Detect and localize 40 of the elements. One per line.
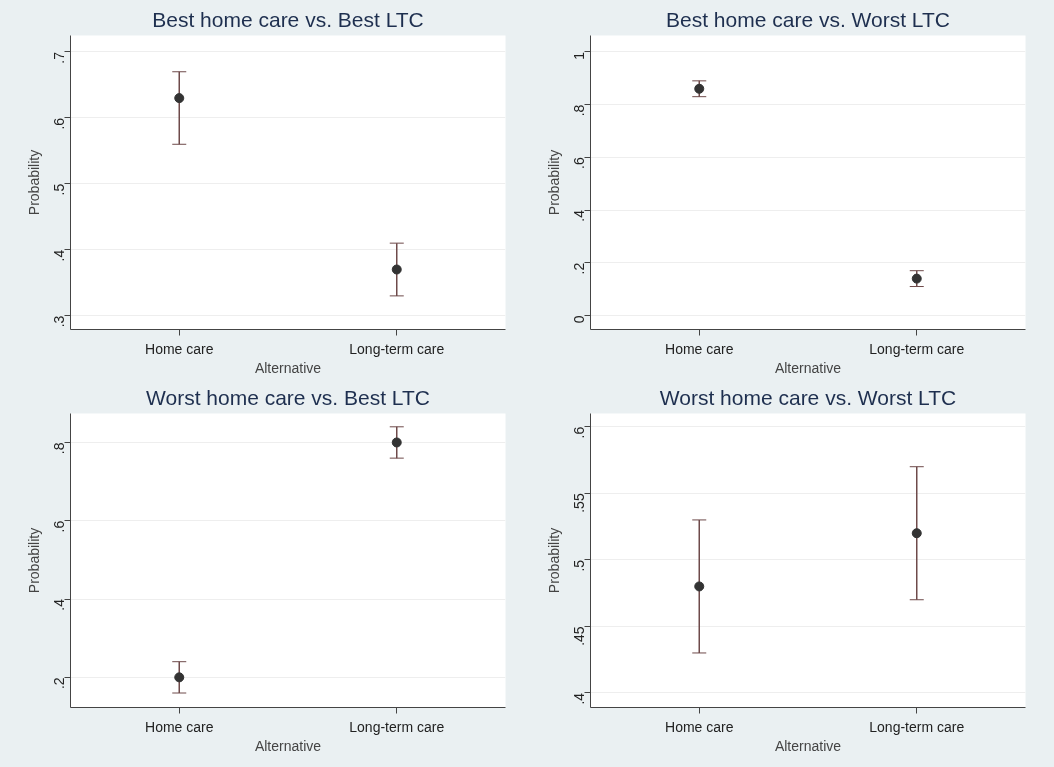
y-tick-label: .8 bbox=[51, 442, 68, 455]
x-axis-title: Alternative bbox=[254, 359, 322, 376]
x-tick-label: Long-term care bbox=[349, 340, 445, 357]
y-tick-label: .45 bbox=[571, 626, 588, 646]
y-tick-label: .2 bbox=[571, 262, 588, 275]
y-tick-label: .7 bbox=[51, 51, 68, 64]
x-tick-label: Home care bbox=[665, 718, 734, 735]
y-tick-label: .3 bbox=[51, 315, 68, 328]
x-tick-label: Home care bbox=[145, 718, 214, 735]
y-tick-label: .6 bbox=[51, 520, 68, 533]
y-tick-label: .55 bbox=[571, 493, 588, 513]
y-tick-label: .6 bbox=[571, 426, 588, 439]
y-tick-label: .5 bbox=[571, 559, 588, 572]
y-tick-label: .4 bbox=[571, 209, 588, 222]
x-axis-title: Alternative bbox=[774, 359, 842, 376]
y-tick-label: .5 bbox=[51, 183, 68, 196]
y-tick-label: .2 bbox=[51, 677, 68, 690]
x-tick-label: Long-term care bbox=[869, 340, 965, 357]
y-axis-title: Probability bbox=[25, 527, 42, 594]
y-tick-label: .4 bbox=[571, 692, 588, 705]
x-axis-title: Alternative bbox=[774, 737, 842, 754]
y-axis-title: Probability bbox=[545, 527, 562, 594]
x-tick-label: Long-term care bbox=[349, 718, 445, 735]
y-tick-label: .6 bbox=[51, 117, 68, 130]
chart-title: Worst home care vs. Best LTC bbox=[146, 385, 430, 409]
chart-title: Best home care vs. Worst LTC bbox=[666, 7, 950, 31]
y-tick-label: .6 bbox=[571, 157, 588, 169]
y-tick-label: 1 bbox=[571, 51, 588, 60]
y-axis-title: Probability bbox=[545, 149, 562, 216]
x-axis-title: Alternative bbox=[254, 737, 322, 754]
x-tick-label: Long-term care bbox=[869, 718, 965, 735]
y-tick-label: .4 bbox=[51, 598, 68, 611]
chart-title: Best home care vs. Best LTC bbox=[152, 7, 424, 31]
x-tick-label: Home care bbox=[665, 340, 734, 357]
y-tick-label: 0 bbox=[571, 315, 588, 324]
y-tick-label: .4 bbox=[51, 249, 68, 262]
y-tick-label: .8 bbox=[571, 104, 588, 117]
x-tick-label: Home care bbox=[145, 340, 214, 357]
chart-title: Worst home care vs. Worst LTC bbox=[659, 385, 957, 409]
y-axis-title: Probability bbox=[25, 149, 42, 216]
